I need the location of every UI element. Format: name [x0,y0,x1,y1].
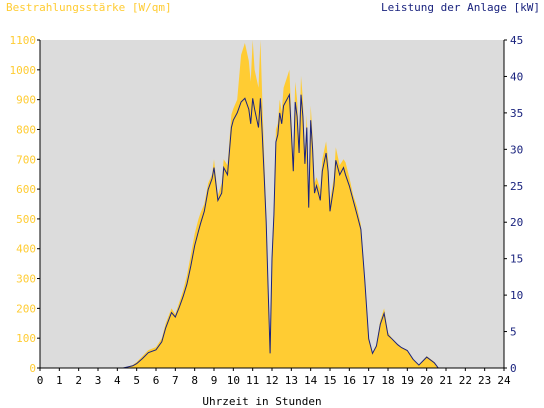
y-left-tick-label: 1000 [10,64,37,77]
x-tick-label: 18 [381,374,394,387]
y-left-tick-label: 600 [16,183,36,196]
y-right-tick-label: 5 [510,326,517,339]
y-right-tick-label: 20 [510,216,523,229]
y-left-tick-label: 500 [16,213,36,226]
power-line [40,92,504,369]
y-right-tick-label: 10 [510,289,523,302]
y-left-tick-label: 800 [16,123,36,136]
x-tick-label: 24 [497,374,511,387]
x-tick-label: 19 [401,374,414,387]
x-tick-label: 7 [172,374,179,387]
x-tick-label: 17 [362,374,375,387]
y-right-tick-label: 15 [510,253,523,266]
y-left-tick-label: 900 [16,94,36,107]
y-right-tick-label: 30 [510,143,523,156]
x-tick-label: 0 [37,374,44,387]
x-tick-label: 20 [420,374,433,387]
x-tick-label: 16 [343,374,356,387]
x-tick-label: 3 [95,374,102,387]
x-tick-label: 5 [133,374,140,387]
y-left-tick-label: 300 [16,273,36,286]
x-tick-label: 10 [227,374,240,387]
x-tick-label: 12 [265,374,278,387]
x-tick-label: 22 [459,374,472,387]
right-axis-title: Leistung der Anlage [kW] [381,1,540,14]
y-left-tick-label: 0 [29,362,36,375]
x-tick-label: 23 [478,374,491,387]
y-left-tick-label: 200 [16,302,36,315]
left-axis-title: Bestrahlungsstärke [W/qm] [6,1,172,14]
y-right-tick-label: 0 [510,362,517,375]
x-tick-label: 21 [439,374,452,387]
x-tick-label: 1 [56,374,63,387]
irradiance-area [40,40,504,368]
y-left-tick-label: 700 [16,153,36,166]
y-left-tick-label: 1100 [10,34,37,47]
x-tick-label: 6 [153,374,160,387]
x-tick-label: 14 [304,374,318,387]
x-axis-label: Uhrzeit in Stunden [202,395,321,408]
y-right-tick-label: 25 [510,180,523,193]
x-tick-label: 13 [285,374,298,387]
x-tick-label: 15 [323,374,336,387]
y-right-tick-label: 40 [510,70,523,83]
y-left-tick-label: 400 [16,243,36,256]
x-tick-label: 9 [211,374,218,387]
x-tick-label: 2 [75,374,82,387]
y-left-tick-label: 100 [16,332,36,345]
x-tick-label: 11 [246,374,259,387]
y-right-tick-label: 35 [510,107,523,120]
x-tick-label: 4 [114,374,121,387]
x-tick-label: 8 [191,374,198,387]
y-right-tick-label: 45 [510,34,523,47]
